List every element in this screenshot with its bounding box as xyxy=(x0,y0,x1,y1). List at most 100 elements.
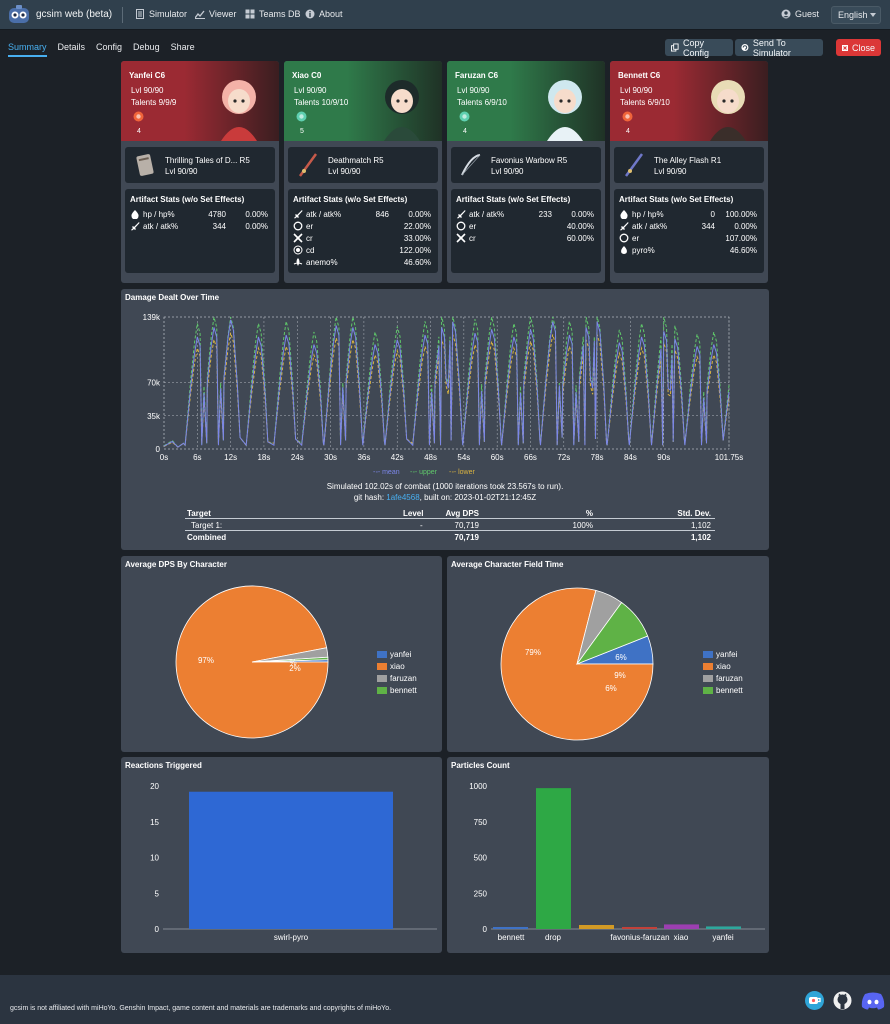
tab-summary[interactable]: Summary xyxy=(8,42,47,57)
constellation-count: 4 xyxy=(463,128,467,135)
x-tick-label: 6s xyxy=(193,453,201,462)
copy-config-button[interactable]: Copy Config xyxy=(665,38,733,58)
weapon-name: Thrilling Tales of D... R5 xyxy=(165,156,250,165)
stat-flat-value: 233 xyxy=(538,210,552,219)
pie-slice-bennett[interactable] xyxy=(251,656,329,663)
dps-table-header: Target Level Avg DPS % Std. Dev. xyxy=(185,507,715,519)
nav-teams-db[interactable]: Teams DB xyxy=(245,9,301,19)
stat-flat-value: 846 xyxy=(375,210,389,219)
tab-share[interactable]: Share xyxy=(170,42,195,52)
stat-percent-value: 40.00% xyxy=(566,222,594,231)
cell-target: Target 1: xyxy=(191,521,223,530)
character-banner[interactable]: Bennett C6 Lvl 90/90 Talents 6/9/10 4 xyxy=(610,61,768,141)
dps-by-character-title: Average DPS By Character xyxy=(125,560,227,569)
send-to-simulator-button[interactable]: Send To Simulator xyxy=(735,38,823,58)
github-icon[interactable] xyxy=(833,991,852,1010)
gcsim-logo[interactable] xyxy=(8,5,30,25)
bar-drop[interactable] xyxy=(536,788,571,929)
artifact-stats-box: Artifact Stats (w/o Set Effects) hp / hp… xyxy=(614,189,764,273)
language-select[interactable]: English xyxy=(831,6,881,24)
cell-combined-std: 1,102 xyxy=(690,533,711,542)
guest-button[interactable]: Guest xyxy=(781,9,819,19)
field-time-panel: Average Character Field Time 6% 79% 6% 9% ya… xyxy=(447,556,769,752)
kofi-icon[interactable] xyxy=(805,991,824,1010)
artifact-stat-row: cr 60.00% xyxy=(456,233,596,244)
bar-swirl-pyro[interactable] xyxy=(189,791,393,929)
tab-config[interactable]: Config xyxy=(96,42,123,52)
artifact-stat-row: atk / atk% 344 0.00% xyxy=(619,221,759,232)
th-avg-dps: Avg DPS xyxy=(445,509,480,518)
weapon-level: Lvl 90/90 xyxy=(654,167,687,176)
close-button[interactable]: Close xyxy=(836,39,881,56)
y-tick-label: 10 xyxy=(150,854,159,863)
reactions-bar-chart[interactable]: 0 5 10 15 20 swirl-pyro xyxy=(121,757,442,953)
legend-swatch xyxy=(703,687,713,694)
weapon-icon xyxy=(298,153,318,177)
legend-mean[interactable]: -◦- mean xyxy=(373,469,400,476)
stat-percent-value: 0.00% xyxy=(408,210,431,219)
character-banner[interactable]: Xiao C0 Lvl 90/90 Talents 10/9/10 5 xyxy=(284,61,442,141)
bar-yanfei[interactable] xyxy=(706,926,741,929)
git-hash-prefix: git hash: xyxy=(353,493,387,502)
atk-icon xyxy=(620,222,629,231)
cr-icon xyxy=(456,233,466,243)
bar-unlabeled[interactable] xyxy=(579,924,614,929)
weapon-box[interactable]: The Alley Flash R1 Lvl 90/90 xyxy=(614,147,764,183)
chevron-down-icon xyxy=(870,13,876,17)
bar-bennett[interactable] xyxy=(493,927,528,929)
stat-name: er xyxy=(632,234,640,243)
artifact-stats-title: Artifact Stats (w/o Set Effects) xyxy=(293,195,408,204)
chart-icon xyxy=(195,10,205,19)
weapon-level: Lvl 90/90 xyxy=(328,167,361,176)
character-card: Bennett C6 Lvl 90/90 Talents 6/9/10 4 Th… xyxy=(610,61,768,283)
series-mean-line xyxy=(163,319,730,448)
weapon-icon xyxy=(461,154,481,176)
git-hash-link[interactable]: 1afe4568 xyxy=(386,493,420,502)
legend-upper-label: upper xyxy=(419,469,437,476)
th-level: Level xyxy=(403,509,424,518)
y-tick-label: 0 xyxy=(155,925,160,934)
dps-pie-chart[interactable]: 97% 2%% yanfei xiao faruzan bennett xyxy=(121,556,442,752)
weapon-box[interactable]: Deathmatch R5 Lvl 90/90 xyxy=(288,147,438,183)
legend-swatch xyxy=(703,663,713,670)
pie-slice-bennett[interactable] xyxy=(575,601,649,665)
pyro-element-icon xyxy=(133,111,144,122)
app-title[interactable]: gcsim web (beta) xyxy=(36,9,113,20)
weapon-box[interactable]: Favonius Warbow R5 Lvl 90/90 xyxy=(451,147,601,183)
damage-over-time-panel: Damage Dealt Over Time 0 35k 70k 139k 0s 6s 12… xyxy=(121,289,769,550)
artifact-stats-box: Artifact Stats (w/o Set Effects) hp / hp… xyxy=(125,189,275,273)
x-tick-label: 0s xyxy=(160,453,168,462)
weapon-name: The Alley Flash R1 xyxy=(654,156,722,165)
stat-percent-value: 22.00% xyxy=(403,222,431,231)
info-icon xyxy=(305,9,315,19)
nav-about[interactable]: About xyxy=(305,9,343,19)
artifact-stats-box: Artifact Stats (w/o Set Effects) atk / a… xyxy=(288,189,438,273)
discord-icon[interactable] xyxy=(861,992,885,1010)
artifact-stat-row: er 107.00% xyxy=(619,233,759,244)
field-time-pie-chart[interactable]: 6% 79% 6% 9% yanfei xiao faruzan bennett xyxy=(447,556,769,752)
nav-viewer[interactable]: Viewer xyxy=(195,9,236,19)
cd-icon xyxy=(293,245,303,255)
atk-icon xyxy=(131,222,140,231)
x-tick-label: 30s xyxy=(324,453,337,462)
tab-details[interactable]: Details xyxy=(57,42,86,52)
y-tick-label: 750 xyxy=(474,818,488,827)
damage-line-chart[interactable]: 0 35k 70k 139k 0s 6s 12s 18s 24s 30s 36s 42s 48s 54s 6… xyxy=(121,307,769,477)
tab-debug[interactable]: Debug xyxy=(133,42,160,52)
character-banner[interactable]: Faruzan C6 Lvl 90/90 Talents 6/9/10 4 xyxy=(447,61,605,141)
legend-lower[interactable]: -◦- lower xyxy=(449,469,475,476)
character-level: Lvl 90/90 xyxy=(620,86,653,95)
bar-xiao[interactable] xyxy=(664,924,699,929)
stat-name: atk / atk% xyxy=(632,222,668,231)
nav-simulator[interactable]: Simulator xyxy=(135,9,187,19)
stat-flat-value: 4780 xyxy=(208,210,226,219)
weapon-icon xyxy=(136,154,154,176)
legend-upper[interactable]: -◦- upper xyxy=(410,469,437,476)
particles-bar-chart[interactable]: 0 250 500 750 1000 bennett drop favonius-faruza… xyxy=(447,757,769,953)
character-banner[interactable]: Yanfei C6 Lvl 90/90 Talents 9/9/9 4 xyxy=(121,61,279,141)
bar-favonius-faruzan[interactable] xyxy=(622,927,657,929)
legend-swatch xyxy=(703,675,713,682)
th-target: Target xyxy=(187,509,211,518)
er-icon xyxy=(619,233,629,243)
weapon-box[interactable]: Thrilling Tales of D... R5 Lvl 90/90 xyxy=(125,147,275,183)
